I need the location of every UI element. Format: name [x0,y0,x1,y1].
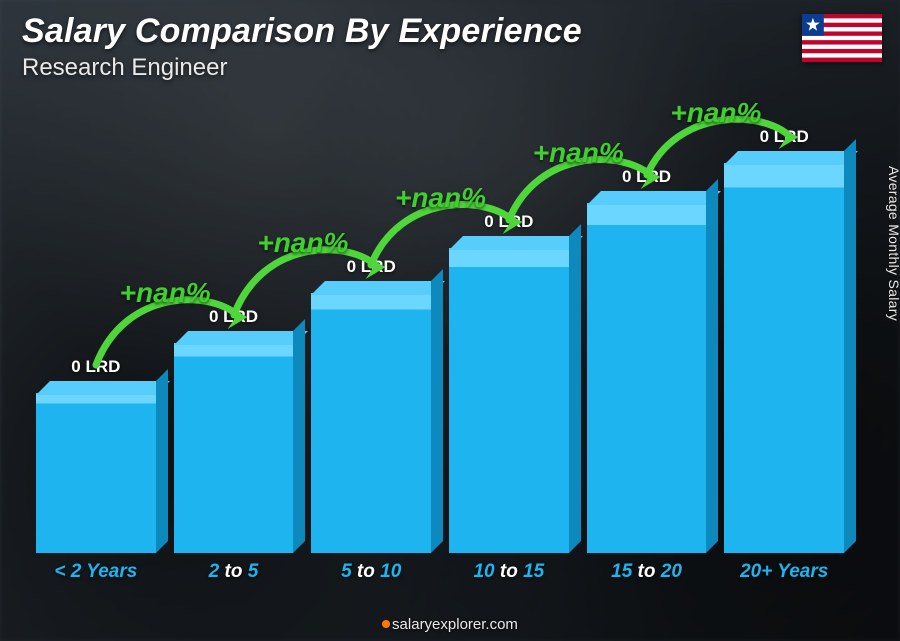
x-axis-label: 15 to 20 [587,561,707,583]
x-axis-label: 10 to 15 [449,561,569,583]
footer-site: salaryexplorer.com [392,616,518,633]
infographic-stage: Salary Comparison By Experience Research… [0,0,900,641]
bar-3d: 0 LRD [36,393,156,553]
bar-cap [724,151,858,165]
x-axis-label: 5 to 10 [311,561,431,583]
country-flag-icon [802,14,882,62]
x-axis-label: < 2 Years [36,561,156,583]
logo-icon [382,620,390,628]
bar: 0 LRD [174,343,294,553]
bar-3d: 0 LRD [311,293,431,553]
bar-side [293,319,305,553]
bar-cap [174,331,308,345]
bar-value-label: 0 LRD [622,167,671,187]
x-axis-label: 2 to 5 [174,561,294,583]
y-axis-label: Average Monthly Salary [886,166,900,321]
bar-cap [449,236,583,250]
bar: 0 LRD [587,203,707,553]
bar-value-label: 0 LRD [209,307,258,327]
bar-value-label: 0 LRD [71,357,120,377]
bar-cap [311,281,445,295]
footer: salaryexplorer.com [0,616,900,633]
bar-3d: 0 LRD [587,203,707,553]
bar: 0 LRD [449,248,569,553]
bar-front [36,393,156,553]
bar-front [724,163,844,553]
bar-chart: 0 LRD0 LRD0 LRD0 LRD0 LRD0 LRD < 2 Years… [30,97,850,577]
bar-cap [587,191,721,205]
x-axis-labels: < 2 Years 2 to 5 5 to 10 10 to 15 15 to 20 20… [30,561,850,583]
bar: 0 LRD [36,393,156,553]
bars-container: 0 LRD0 LRD0 LRD0 LRD0 LRD0 LRD [30,97,850,553]
chart-title: Salary Comparison By Experience [22,12,582,51]
bar-front [587,203,707,553]
bar-side [569,224,581,553]
bar-3d: 0 LRD [174,343,294,553]
bar-front [174,343,294,553]
bar-front [449,248,569,553]
bar-side [156,369,168,553]
bar-value-label: 0 LRD [484,212,533,232]
bar-front [311,293,431,553]
chart-subtitle: Research Engineer [22,54,227,82]
bar-cap [36,381,170,395]
bar-side [844,139,856,553]
bar-3d: 0 LRD [724,163,844,553]
bar-3d: 0 LRD [449,248,569,553]
bar: 0 LRD [311,293,431,553]
bar-side [706,179,718,553]
bar-value-label: 0 LRD [760,127,809,147]
x-axis-label: 20+ Years [724,561,844,583]
bar-value-label: 0 LRD [347,257,396,277]
bar: 0 LRD [724,163,844,553]
bar-side [431,269,443,553]
